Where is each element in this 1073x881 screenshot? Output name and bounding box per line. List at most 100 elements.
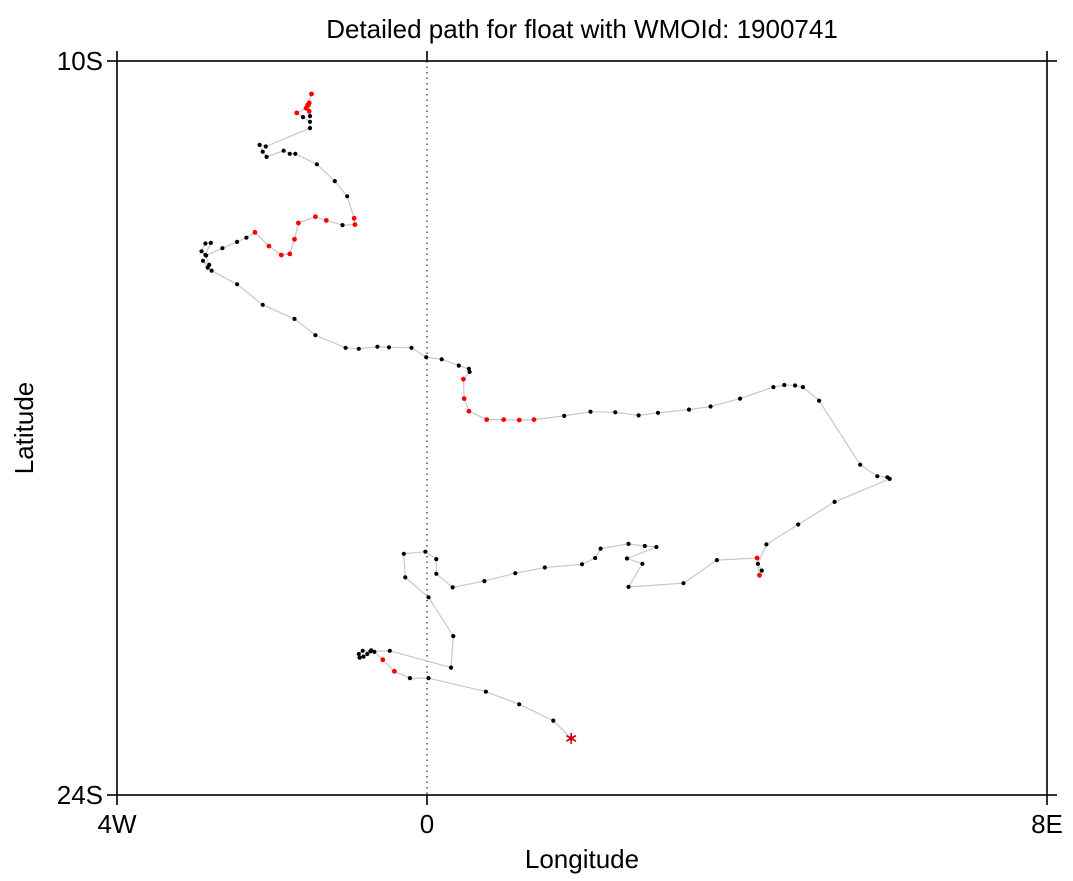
- position-point: [588, 409, 593, 414]
- position-point: [293, 151, 298, 156]
- flagged-position-point: [306, 108, 312, 114]
- flagged-position-point: [466, 408, 472, 414]
- position-point: [260, 302, 265, 307]
- position-point: [220, 246, 225, 251]
- position-point: [796, 522, 801, 527]
- position-point: [642, 543, 647, 549]
- position-point: [654, 544, 659, 550]
- position-point: [281, 148, 286, 153]
- position-point: [562, 413, 567, 418]
- position-point: [244, 235, 249, 240]
- position-point: [356, 346, 361, 351]
- position-point: [542, 565, 547, 570]
- position-point: [456, 363, 461, 368]
- position-point: [287, 151, 292, 156]
- position-point: [401, 551, 406, 556]
- float-positions: [199, 91, 892, 741]
- flagged-position-point: [313, 214, 318, 220]
- position-point: [759, 568, 764, 573]
- position-point: [343, 345, 348, 350]
- position-point: [360, 648, 365, 653]
- position-point: [613, 410, 618, 415]
- flagged-position-point: [516, 417, 522, 423]
- flagged-position-point: [296, 220, 301, 226]
- plot-frame: [116, 60, 1048, 796]
- position-point: [434, 571, 439, 576]
- flagged-position-point: [754, 555, 760, 561]
- position-point: [207, 262, 212, 267]
- flagged-position-point: [252, 230, 258, 235]
- position-point: [403, 575, 408, 580]
- chart-title: Detailed path for float with WMOId: 1900…: [326, 14, 838, 44]
- flagged-position-point: [461, 396, 467, 401]
- flagged-position-point: [278, 252, 284, 258]
- position-point: [235, 239, 240, 244]
- position-point: [626, 541, 631, 547]
- position-point: [409, 345, 414, 350]
- position-point: [655, 410, 661, 415]
- float-path: [200, 93, 891, 739]
- position-point: [361, 654, 366, 659]
- position-point: [407, 676, 412, 681]
- position-point: [885, 475, 890, 480]
- position-point: [832, 499, 837, 504]
- position-point: [598, 546, 603, 551]
- position-point: [372, 649, 377, 655]
- end-marker-star: [565, 732, 577, 744]
- position-point: [800, 385, 806, 390]
- position-point: [434, 557, 439, 562]
- position-point: [793, 383, 798, 388]
- position-point: [624, 556, 630, 561]
- flagged-position-point: [292, 236, 297, 242]
- position-point: [345, 194, 350, 199]
- x-tick-label: 0: [420, 809, 434, 839]
- position-point: [332, 179, 337, 184]
- position-point: [204, 253, 209, 258]
- position-point: [640, 561, 645, 566]
- position-point: [483, 689, 488, 694]
- position-point: [708, 404, 713, 409]
- flagged-position-point: [323, 218, 329, 223]
- flagged-position-point: [392, 668, 397, 674]
- position-point: [686, 407, 692, 412]
- position-point: [551, 718, 556, 723]
- position-point: [517, 702, 522, 707]
- position-point: [817, 398, 822, 403]
- position-point: [513, 571, 518, 576]
- position-point: [313, 333, 318, 338]
- flagged-position-point: [305, 102, 310, 108]
- flagged-position-point: [380, 657, 386, 663]
- position-point: [307, 126, 313, 131]
- position-point: [771, 385, 776, 390]
- y-tick-label: 24S: [57, 780, 103, 810]
- position-point: [307, 114, 313, 119]
- x-axis-label: Longitude: [525, 844, 639, 874]
- y-axis-label: Latitude: [9, 382, 39, 475]
- position-point: [386, 345, 392, 350]
- axis-ticks: 4W 0 8E 10S 24S: [57, 46, 1063, 839]
- position-point: [755, 561, 761, 566]
- position-point: [375, 344, 380, 349]
- position-point: [448, 665, 454, 670]
- position-point: [292, 316, 297, 321]
- position-point: [782, 382, 787, 388]
- position-point: [235, 282, 240, 287]
- position-point: [714, 558, 720, 563]
- position-point: [300, 115, 306, 120]
- y-tick-label: 10S: [57, 46, 103, 76]
- flagged-position-point: [266, 243, 272, 249]
- position-point: [199, 249, 204, 254]
- position-point: [424, 355, 429, 360]
- flagged-position-point: [294, 110, 300, 116]
- position-point: [208, 240, 213, 245]
- position-point: [858, 462, 863, 467]
- position-point: [593, 555, 598, 561]
- position-point: [450, 585, 455, 590]
- position-point: [681, 581, 686, 586]
- position-point: [482, 579, 487, 584]
- position-point: [357, 655, 362, 660]
- position-point: [426, 595, 431, 600]
- flagged-position-point: [461, 376, 466, 382]
- flagged-position-point: [309, 91, 314, 97]
- end-position: [565, 732, 577, 744]
